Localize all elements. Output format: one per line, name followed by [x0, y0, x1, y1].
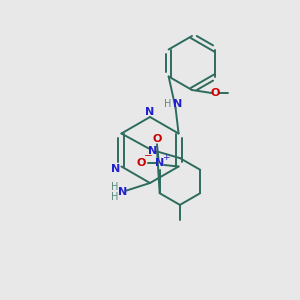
Text: O: O	[152, 134, 162, 144]
Text: N: N	[146, 106, 154, 117]
Text: N: N	[118, 187, 127, 197]
Text: −: −	[144, 151, 152, 161]
Text: H: H	[111, 192, 118, 203]
Text: H: H	[111, 182, 118, 192]
Text: N: N	[111, 164, 121, 175]
Text: N: N	[173, 99, 183, 110]
Text: O: O	[210, 88, 220, 98]
Text: N: N	[155, 158, 165, 168]
Text: O: O	[137, 158, 146, 168]
Text: +: +	[162, 153, 169, 162]
Text: H: H	[164, 99, 172, 110]
Text: N: N	[148, 146, 158, 157]
